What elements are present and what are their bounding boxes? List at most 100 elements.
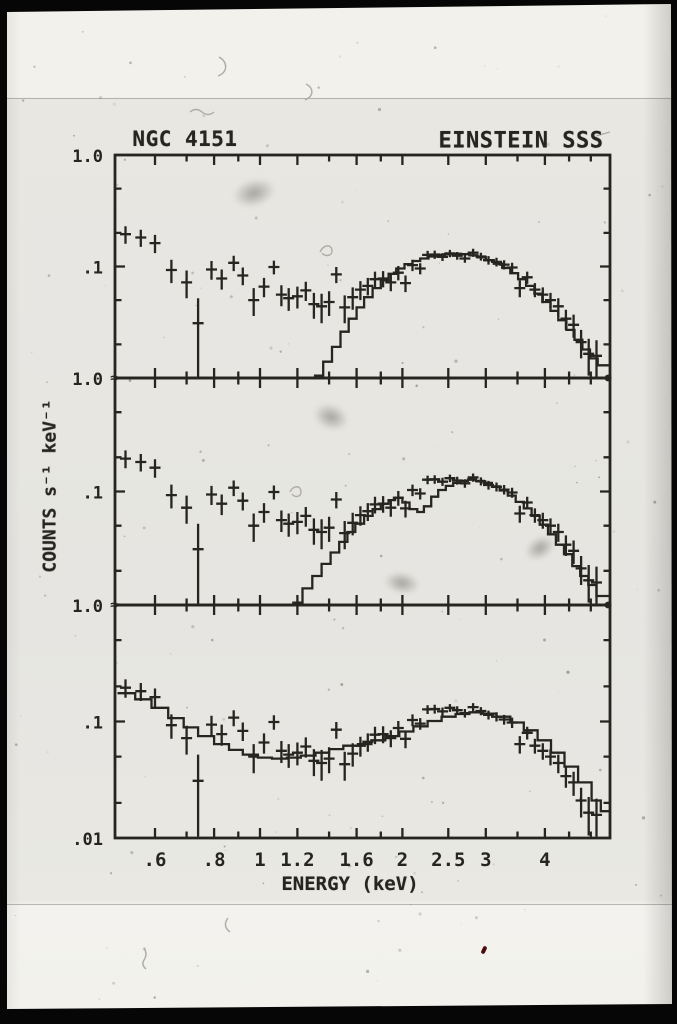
speck — [14, 743, 18, 746]
speck — [422, 326, 425, 329]
speck — [14, 915, 16, 917]
axis-break-mark: ≈ — [110, 371, 118, 386]
speck — [329, 600, 331, 602]
x-tick-label: .8 — [203, 849, 226, 871]
speck — [339, 279, 342, 282]
panel-1-model-line — [313, 252, 609, 377]
speck — [74, 634, 77, 637]
panel-2-frame — [113, 376, 612, 607]
speck — [447, 233, 450, 235]
speck — [201, 458, 205, 462]
speck — [104, 285, 106, 287]
speck — [433, 447, 435, 449]
speck — [421, 776, 425, 780]
speck — [395, 855, 398, 858]
speck — [387, 220, 390, 223]
y-tick-label: 1.0 — [72, 597, 103, 617]
speck — [153, 996, 156, 999]
speck — [254, 216, 258, 220]
x-tick-label: 1 — [254, 849, 265, 871]
speck — [21, 99, 25, 102]
speck — [191, 625, 195, 629]
speck — [184, 76, 186, 78]
y-tick-label: .01 — [72, 830, 103, 850]
y-tick-label: .1 — [83, 714, 103, 734]
speck — [595, 460, 597, 462]
pencil-mark-8 — [595, 131, 611, 137]
speck — [546, 142, 551, 147]
speck — [474, 916, 478, 920]
speck — [72, 134, 75, 137]
panel-1-frame — [113, 153, 612, 380]
speck — [612, 530, 616, 533]
speck — [333, 618, 336, 621]
speck — [340, 683, 344, 686]
speck — [98, 998, 101, 1000]
speck — [376, 980, 379, 982]
speck — [46, 750, 49, 754]
speck — [636, 588, 639, 591]
speck — [123, 535, 126, 538]
speck — [195, 304, 197, 307]
pencil-mark-5 — [289, 486, 302, 498]
y-tick-label: 1.0 — [72, 147, 103, 167]
speck — [410, 904, 412, 906]
x-tick-label: 3 — [480, 849, 491, 871]
speck — [377, 920, 380, 923]
speck — [326, 264, 329, 267]
speck — [483, 65, 486, 67]
speck — [46, 381, 48, 383]
speck — [130, 851, 134, 855]
pencil-mark-1 — [217, 56, 227, 77]
speck — [116, 661, 118, 664]
speck — [279, 350, 282, 353]
speck — [342, 627, 345, 630]
speck — [459, 618, 461, 620]
panel-2-model-line — [292, 478, 609, 604]
speck — [660, 894, 663, 897]
speck — [641, 816, 646, 820]
speck — [430, 800, 433, 803]
speck — [262, 882, 265, 885]
speck — [451, 431, 454, 434]
panel-2-data-points — [120, 450, 602, 604]
speck — [267, 444, 270, 447]
y-axis-label: COUNTS s⁻¹ keV⁻¹ — [39, 399, 61, 573]
smudge-mid-panel-bottom — [382, 569, 422, 597]
speck — [223, 845, 226, 848]
pencil-mark-7 — [142, 947, 147, 970]
x-tick-label: 2 — [397, 849, 408, 871]
speck — [626, 440, 630, 444]
speck — [338, 55, 342, 58]
speck — [573, 374, 576, 377]
x-tick-label: 2.5 — [431, 849, 465, 871]
speck — [186, 706, 188, 709]
speck — [605, 15, 607, 17]
speck — [356, 42, 359, 44]
speck — [441, 610, 444, 613]
speck — [269, 346, 273, 350]
smudge-mid-panel-right — [520, 530, 560, 566]
speck — [330, 878, 334, 882]
panel-3-frame — [113, 603, 612, 840]
speck — [413, 871, 417, 875]
panel-3-data-points — [120, 679, 602, 837]
speck — [460, 922, 463, 925]
pencil-mark-4 — [319, 245, 333, 257]
speck — [457, 879, 459, 882]
speck — [381, 815, 384, 818]
speck — [620, 289, 624, 293]
speck — [202, 114, 206, 118]
speck — [657, 588, 661, 592]
speck — [214, 138, 217, 141]
speck — [222, 717, 226, 721]
speck — [433, 46, 437, 50]
pencil-mark-6 — [224, 917, 231, 933]
speck — [599, 768, 602, 772]
dust-specks — [14, 15, 664, 1000]
speck — [225, 849, 227, 852]
speck — [354, 190, 356, 192]
speck — [574, 465, 576, 468]
speck — [347, 864, 352, 868]
